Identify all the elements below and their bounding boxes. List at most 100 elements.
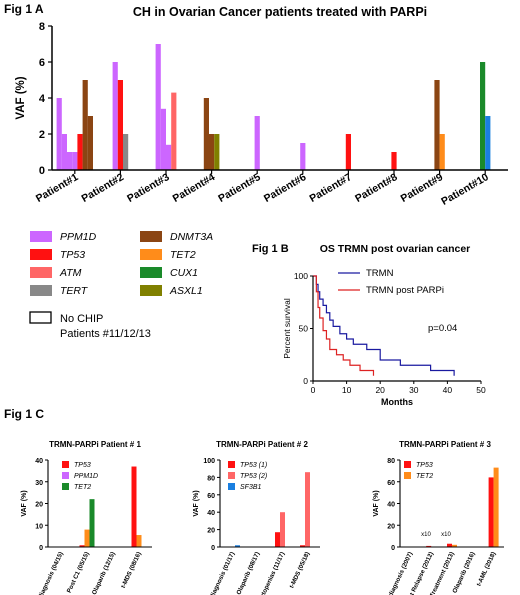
y-tick-label: 40 — [387, 502, 395, 509]
y-tick-label: 30 — [35, 480, 43, 487]
x-tick-label: Patient#8 — [353, 171, 400, 205]
bar-ppm1d — [300, 143, 306, 170]
legend-label: PPM1D — [74, 473, 98, 480]
x-tick-label: t-MDS (08/16) — [120, 551, 143, 589]
chart-title: OS TRMN post ovarian cancer — [320, 243, 471, 255]
x-tick-label: 30 — [409, 385, 419, 395]
legend-label: TRMN — [366, 268, 394, 279]
bar-tp53 — [117, 80, 123, 170]
bar-tp53 — [131, 466, 137, 547]
bar-ppm1d — [166, 144, 172, 170]
x-tick-label: Cytopenias (11/17) — [257, 551, 286, 595]
y-tick-label: 40 — [207, 510, 215, 517]
fig1c-patient3-chart: TRMN-PARPi Patient # 3 0 20 40 60 80 VAF (%) Ca… — [373, 440, 504, 595]
y-axis-label: VAF (%) — [21, 490, 28, 516]
legend-label-cux1: CUX1 — [170, 267, 198, 279]
y-tick-label: 80 — [207, 475, 215, 482]
bar-tp53 — [345, 134, 351, 170]
bar-tp53 — [447, 543, 452, 547]
y-axis-label: VAF (%) — [15, 76, 27, 119]
x-tick-label: Patient#4 — [171, 171, 218, 205]
bar-tp53-1- — [275, 532, 280, 547]
y-tick-label: 20 — [207, 528, 215, 535]
legend-label-tert: TERT — [60, 285, 89, 297]
chart-title: TRMN-PARPi Patient # 1 — [49, 440, 141, 449]
bar-atm — [171, 92, 177, 170]
annotation: x10 — [421, 532, 431, 538]
chart-title: TRMN-PARPi Patient # 3 — [399, 440, 491, 449]
bar-dnmt3a — [203, 98, 209, 170]
x-tick-label: Patient#5 — [216, 171, 263, 205]
legend-label: TP53 (1) — [240, 462, 267, 469]
y-tick-label: 2 — [39, 129, 45, 141]
bar-ppm1d — [84, 529, 90, 547]
legend-swatch-tet2 — [140, 249, 162, 260]
fig1a-chart: CH in Ovarian Cancer patients treated wi… — [15, 5, 508, 208]
legend-label-no-chip-patients: Patients #11/12/13 — [60, 328, 151, 340]
y-tick-label: 20 — [387, 523, 395, 530]
bar-dnmt3a — [434, 80, 440, 170]
survival-line-trmn — [313, 275, 455, 376]
y-tick-label: 40 — [35, 458, 43, 465]
y-tick-label: 50 — [299, 324, 309, 334]
chart-title: CH in Ovarian Cancer patients treated wi… — [133, 5, 427, 19]
legend-swatch-asxl1 — [140, 285, 162, 296]
legend-swatch — [62, 461, 69, 468]
x-tick-label: 20 — [375, 385, 385, 395]
y-tick-label: 100 — [294, 271, 308, 281]
x-tick-label: Patient#6 — [262, 171, 309, 205]
y-tick-label: 8 — [39, 21, 45, 33]
bar-asxl1 — [214, 134, 220, 170]
legend-swatch-tp53 — [30, 249, 52, 260]
y-tick-label: 60 — [207, 493, 215, 500]
bar-dnmt3a — [209, 134, 215, 170]
legend-swatch-atm — [30, 267, 52, 278]
bar-tet2 — [452, 544, 457, 547]
x-tick-label: Olaparib (12/15) — [91, 551, 117, 595]
annotation: x10 — [441, 532, 451, 538]
legend-swatch-dnmt3a — [140, 231, 162, 242]
legend-label: TP53 (2) — [240, 473, 267, 480]
y-tick-label: 60 — [387, 480, 395, 487]
legend-label-dnmt3a: DNMT3A — [170, 231, 213, 243]
gene-legend: PPM1D TP53 ATM TERT DNMT3A TET2 CUX1 ASXL1 No CH… — [29, 231, 213, 340]
x-tick-label: 10 — [342, 385, 352, 395]
legend-label: TRMN post PARPi — [366, 285, 444, 296]
legend-swatch — [62, 472, 69, 479]
fig1a-panel-label: Fig 1 A — [4, 2, 44, 16]
y-axis-label: VAF (%) — [193, 490, 200, 516]
bar-ppm1d — [155, 44, 161, 170]
bar-sf3b1 — [485, 116, 491, 170]
y-tick-label: 20 — [35, 502, 43, 509]
legend-label: TET2 — [74, 484, 91, 491]
y-tick-label: 6 — [39, 57, 45, 69]
bar-tet2 — [439, 134, 445, 170]
x-tick-label: Patient#2 — [79, 171, 126, 205]
bar-ppm1d — [56, 98, 62, 170]
legend-label: TET2 — [416, 473, 433, 480]
legend-label: SF3B1 — [240, 484, 262, 491]
y-tick-label: 10 — [35, 523, 43, 530]
x-tick-label: Olaparib (08/17) — [235, 551, 261, 595]
x-tick-label: Patient#7 — [307, 171, 354, 205]
y-tick-label: 0 — [39, 545, 43, 552]
x-tick-label: t-AML (2018) — [475, 551, 497, 588]
bar-cux1 — [480, 62, 486, 170]
legend-swatch — [228, 472, 235, 479]
legend-swatch — [228, 483, 235, 490]
p-value-annotation: p=0.04 — [428, 323, 457, 334]
fig1c-patient2-chart: TRMN-PARPi Patient # 2 0 20 40 60 80 100 VAF (%… — [193, 440, 320, 595]
bar-dnmt3a — [82, 80, 88, 170]
legend-swatch-no-chip — [29, 311, 52, 324]
bar-ppm1d — [61, 134, 67, 170]
bar-tp53 — [391, 152, 397, 170]
legend-label-tet2: TET2 — [170, 249, 196, 261]
bar-ppm1d — [112, 62, 118, 170]
fig1c-patient1-chart: TRMN-PARPi Patient # 1 0 10 20 30 40 VAF (%) Ca… — [21, 440, 152, 595]
fig1c-panel-label: Fig 1 C — [4, 407, 44, 421]
x-axis-label: Months — [381, 397, 413, 407]
x-tick-label: Cancer diagnosis (2007) — [378, 551, 414, 595]
bar-tp53-1- — [300, 545, 305, 547]
chart-title: TRMN-PARPi Patient # 2 — [216, 440, 308, 449]
